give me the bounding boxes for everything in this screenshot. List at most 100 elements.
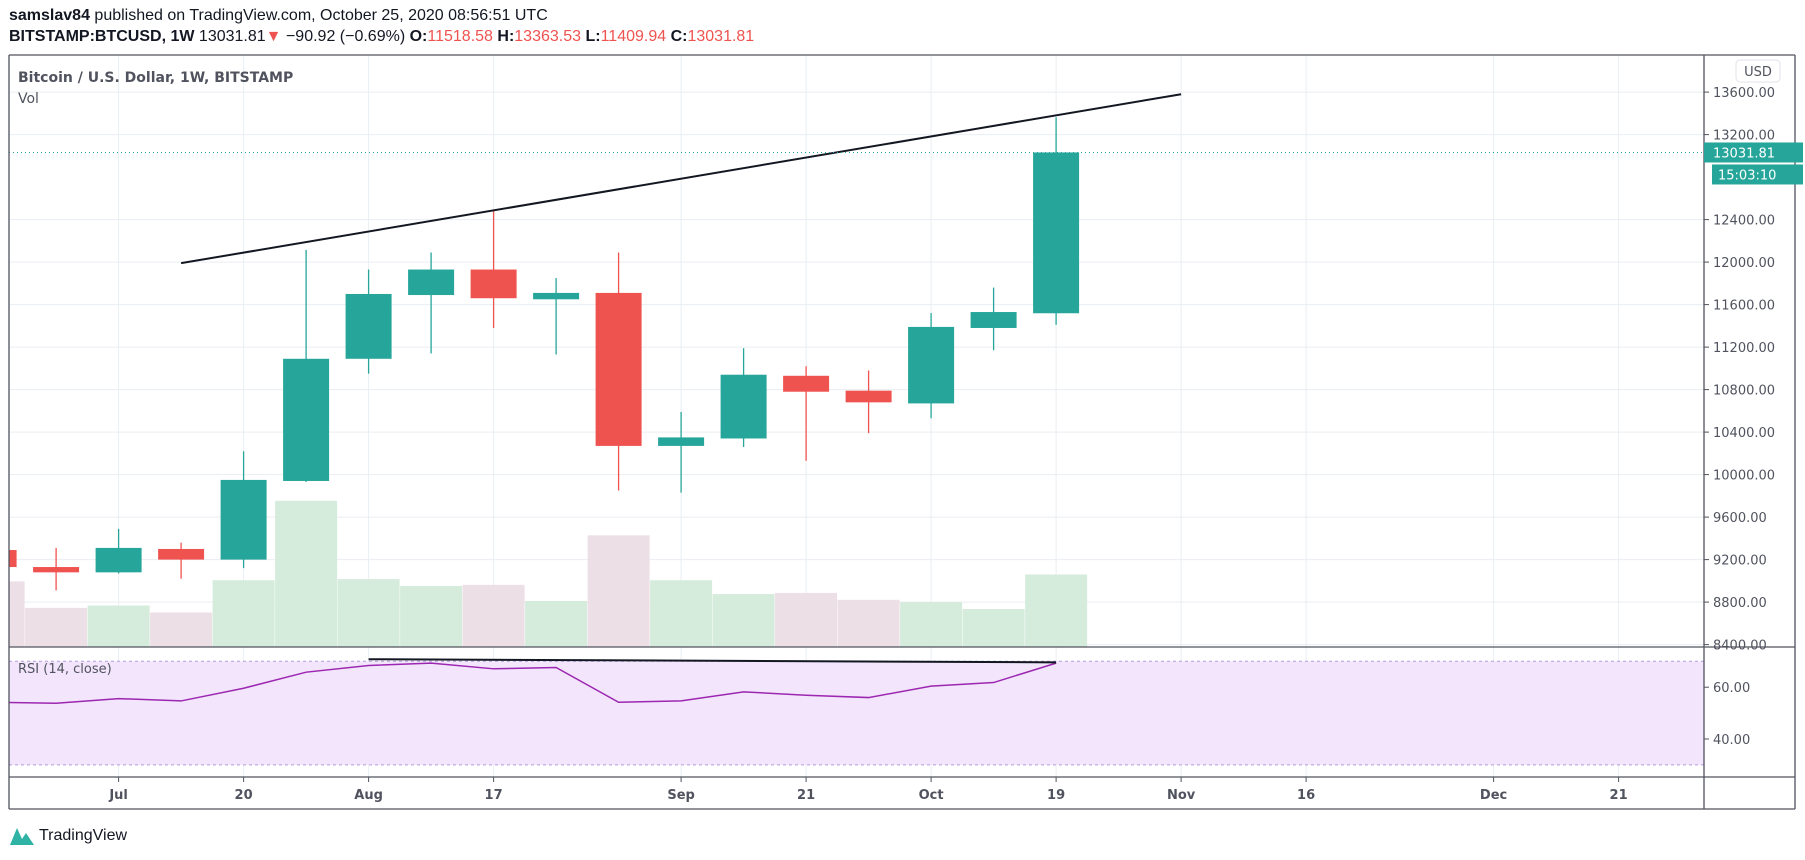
candle-body [595,292,642,446]
x-tick-label: 21 [797,788,815,803]
last-price-badge [1704,142,1803,163]
rsi-trendline [368,658,1057,664]
candle-body [720,374,767,439]
y-tick-label: 10000.00 [1713,469,1775,484]
rsi-line [9,662,1057,705]
x-tick-label: Sep [667,788,695,803]
candle-body [783,375,830,392]
volume-bar [150,612,213,647]
volume-bar [962,609,1025,647]
rsi-pane [9,658,1704,766]
x-tick-label: 16 [1297,788,1315,803]
x-tick-label: Jul [108,788,128,803]
author-name[interactable]: samslav84 [9,7,90,24]
y-tick-label: 10800.00 [1713,384,1775,399]
y-tick-label: 8400.00 [1713,639,1767,654]
y-tick-label: 12000.00 [1713,256,1775,271]
chart-title: Bitcoin / U.S. Dollar, 1W, BITSTAMP [18,70,293,86]
tradingview-logo-icon [10,828,34,845]
last-price-badge-label: 13031.81 [1713,146,1775,161]
candle-body [408,269,455,296]
volume-bar [25,607,88,647]
open-label: O: [409,28,428,45]
candle-body [470,269,517,299]
volume-bar [525,600,588,647]
candle-body [9,550,17,568]
volume-bar [712,594,775,647]
symbol-label: BITSTAMP:BTCUSD, 1W [9,28,195,45]
volume-bar [837,599,900,647]
x-tick-label: Dec [1480,788,1507,803]
trendline [180,93,1182,265]
y-tick-label: 12400.00 [1713,214,1775,229]
candle-body [283,358,330,481]
high-label: H: [497,28,515,45]
volume-bar [775,592,838,647]
close-label: C: [670,28,688,45]
rsi-band [9,661,1704,765]
volume-label: Vol [18,91,39,107]
y-tick-label: 13600.00 [1713,86,1775,101]
x-tick-label: 21 [1610,788,1628,803]
candle-body [33,567,80,573]
countdown-badge [1712,164,1803,185]
candle-body [158,548,205,560]
y-tick-label: 11200.00 [1713,341,1775,356]
volume-bar [9,581,25,647]
rsi-y-tick-label: 40.00 [1713,733,1750,748]
low-value: 11409.94 [600,28,667,45]
candle-body [658,437,705,446]
volume-bar [900,602,963,647]
open-value: 11518.58 [427,28,493,45]
candle-body [345,293,392,359]
volume-bar [337,579,400,647]
volume-bar [462,584,525,647]
x-tick-label: 19 [1047,788,1065,803]
down-arrow-icon: ▼ [265,28,282,45]
volume-bar [87,605,150,647]
candle-body [95,547,142,573]
tradingview-logo[interactable]: TradingView [9,825,127,847]
candle-body [533,292,580,300]
currency-button [1735,59,1781,83]
candle-body [845,390,892,403]
brand-name: TradingView [39,827,128,844]
volume-bar [650,580,713,647]
x-tick-label: Aug [354,788,383,803]
candle-body [908,326,955,404]
symbol-info: BITSTAMP:BTCUSD, 1W 13031.81▼ −90.92 (−0… [9,28,754,46]
candle-body [1033,152,1080,314]
y-tick-label: 11600.00 [1713,299,1775,314]
currency-label: USD [1744,65,1772,80]
y-tick-label: 13200.00 [1713,129,1775,144]
x-tick-label: Oct [919,788,944,803]
volume-bar [275,500,338,647]
rsi-label: RSI (14, close) [18,662,112,677]
last-price: 13031.81 [198,28,266,45]
candles [9,93,1704,591]
low-label: L: [585,28,601,45]
x-tick-label: Nov [1167,788,1196,803]
y-tick-label: 10400.00 [1713,426,1775,441]
x-tick-label: 20 [235,788,253,803]
volume-bar [212,580,275,647]
countdown-label: 15:03:10 [1718,168,1776,183]
x-tick-label: 17 [485,788,503,803]
close-value: 13031.81 [687,28,755,45]
publish-info: samslav84 published on TradingView.com, … [9,7,548,25]
candle-body [970,312,1017,328]
y-tick-label: 9600.00 [1713,511,1767,526]
publish-text: published on TradingView.com, October 25… [94,7,548,24]
volume-bar [1025,574,1088,647]
volume-bars [9,500,1088,647]
volume-bar [400,585,463,647]
candle-body [220,479,267,560]
price-change: −90.92 (−0.69%) [285,28,406,45]
y-tick-label: 8800.00 [1713,596,1767,611]
y-tick-label: 9200.00 [1713,554,1767,569]
volume-bar [587,535,650,647]
axes: 13600.00 13200.00 12400.00 12000.00 11600.00… [8,54,1803,810]
high-value: 13363.53 [514,28,582,45]
rsi-y-tick-label: 60.00 [1713,681,1750,696]
